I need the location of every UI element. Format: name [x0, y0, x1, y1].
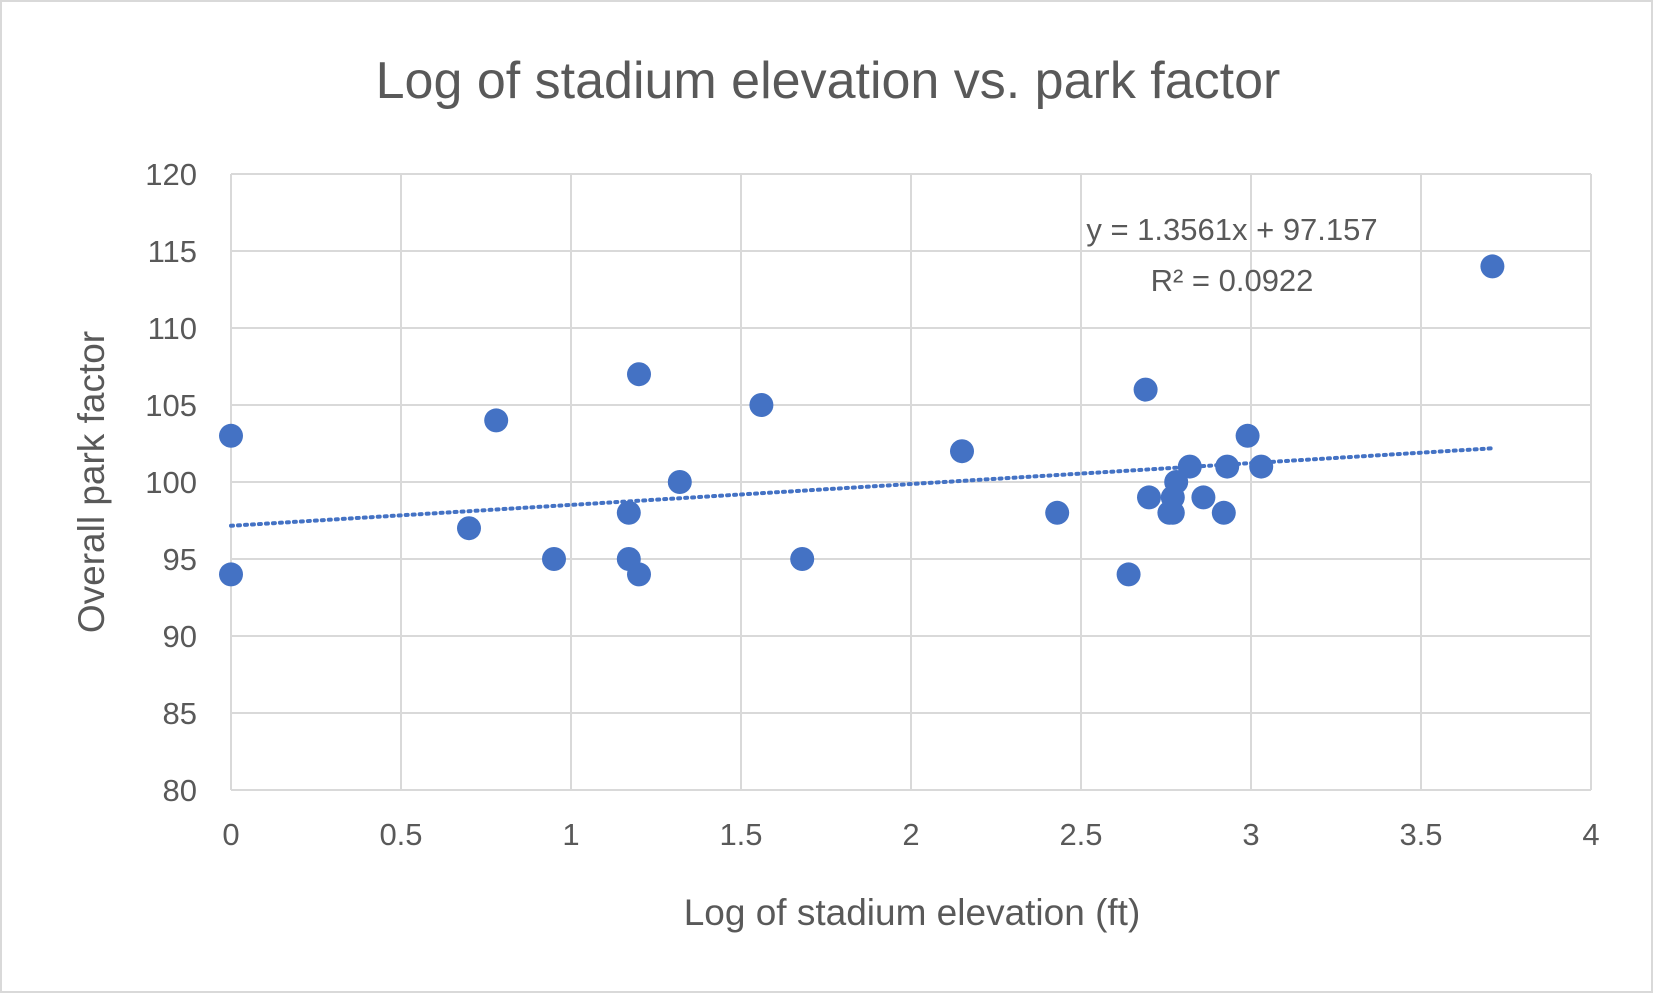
data-point	[219, 562, 243, 587]
y-tick-label: 115	[148, 234, 197, 269]
chart-title: Log of stadium elevation vs. park factor	[376, 52, 1281, 110]
trendline-equation: y = 1.3561x + 97.157	[1086, 212, 1377, 247]
data-point	[457, 516, 481, 541]
x-tick-label: 2.5	[1059, 817, 1102, 852]
data-point	[749, 393, 774, 417]
y-tick-label: 105	[145, 388, 197, 423]
y-axis-ticks: 80 85 90 95 100 105 110 115 120	[145, 157, 197, 808]
y-tick-label: 95	[163, 542, 197, 577]
y-tick-label: 90	[163, 619, 197, 654]
data-point	[790, 547, 815, 571]
data-point	[1215, 454, 1240, 479]
trendline	[229, 446, 1495, 528]
y-tick-label: 120	[145, 157, 197, 192]
data-point	[1116, 562, 1141, 587]
data-point	[627, 362, 651, 387]
x-tick-label: 4	[1582, 817, 1599, 852]
x-tick-label: 1	[562, 817, 579, 852]
trendline-r-squared: R² = 0.0922	[1151, 263, 1314, 298]
data-point	[1177, 454, 1202, 479]
data-point	[542, 547, 566, 571]
x-tick-label: 3	[1242, 817, 1259, 852]
y-tick-label: 110	[148, 311, 197, 346]
x-tick-label: 0.5	[379, 817, 422, 852]
data-point	[627, 562, 651, 587]
x-tick-label: 1.5	[719, 817, 762, 852]
y-tick-label: 85	[163, 696, 197, 731]
data-point	[1137, 485, 1161, 510]
data-point	[950, 439, 974, 464]
data-point	[1249, 454, 1274, 479]
x-tick-label: 0	[222, 817, 239, 852]
y-tick-label: 100	[145, 465, 197, 500]
x-axis-ticks: 0 0.5 1 1.5 2 2.5 3 3.5 4	[222, 817, 1599, 852]
data-point	[1235, 423, 1260, 448]
data-point	[1133, 377, 1158, 402]
data-point	[616, 500, 641, 525]
data-point	[667, 470, 692, 494]
data-point	[1480, 254, 1505, 279]
data-point	[1045, 500, 1070, 525]
x-axis-label: Log of stadium elevation (ft)	[684, 892, 1141, 933]
data-points	[219, 254, 1505, 587]
data-point	[219, 423, 243, 448]
y-tick-label: 80	[163, 773, 197, 808]
y-axis-label: Overall park factor	[71, 331, 112, 633]
data-point	[1160, 500, 1185, 525]
grid	[230, 173, 1592, 790]
x-tick-label: 2	[902, 817, 919, 852]
data-point	[1164, 470, 1189, 494]
x-tick-label: 3.5	[1399, 817, 1442, 852]
data-point	[1211, 500, 1236, 525]
data-point	[1191, 485, 1216, 510]
data-point	[484, 408, 509, 433]
